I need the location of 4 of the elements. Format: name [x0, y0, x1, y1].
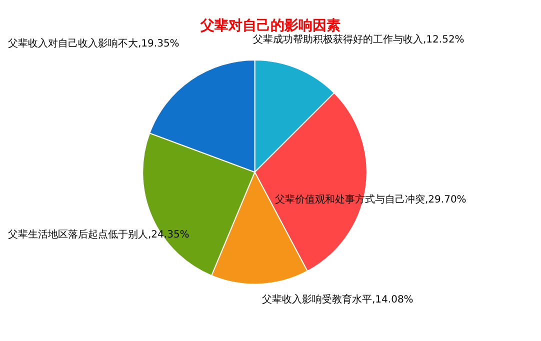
chart-title: 父辈对自己的影响因素 — [200, 18, 340, 34]
slice-label: 父辈成功帮助积极获得好的工作与收入,12.52% — [253, 34, 464, 46]
slice-label: 父辈收入对自己收入影响不大,19.35% — [8, 38, 180, 50]
slice-label: 父辈收入影响受教育水平,14.08% — [262, 294, 414, 306]
